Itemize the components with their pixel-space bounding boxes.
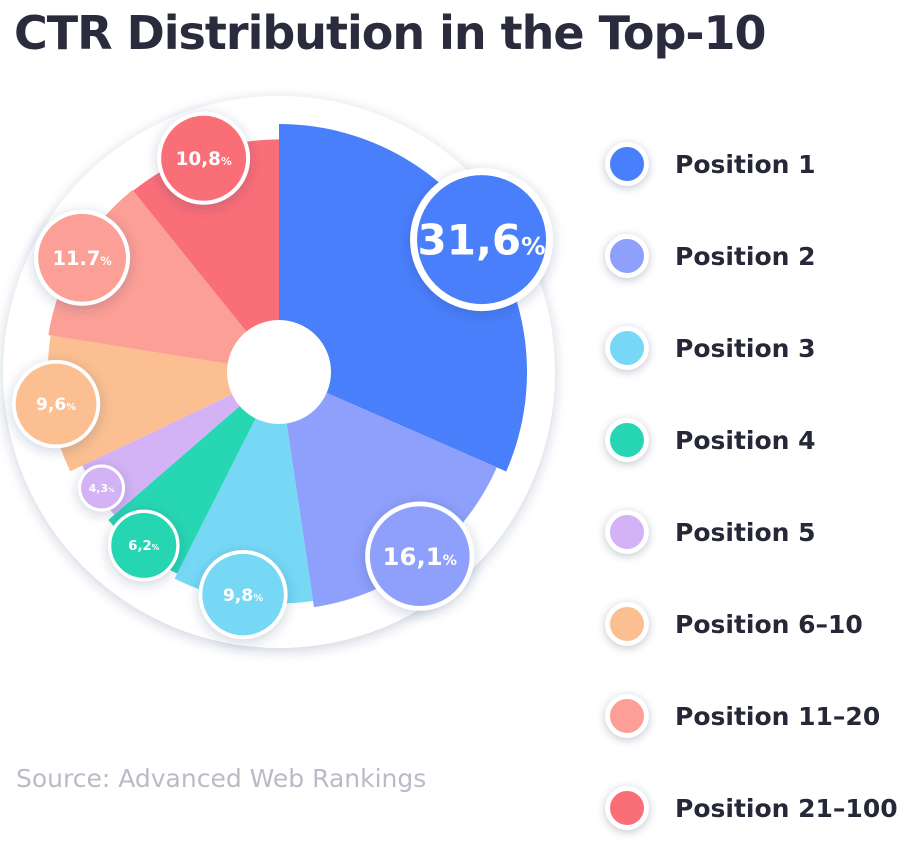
- pie-center-hole: [227, 320, 331, 424]
- legend-label: Position 2: [675, 241, 816, 271]
- chart-title: CTR Distribution in the Top-10: [14, 6, 767, 60]
- source-note: Source: Advanced Web Rankings: [16, 764, 427, 793]
- badge-circle: [365, 501, 475, 611]
- value-badge-position-11-20: 11.7%: [34, 209, 131, 306]
- legend-swatch: [605, 326, 649, 370]
- badge-circle: [157, 111, 251, 205]
- value-badge-position-4: 6,2%: [107, 509, 180, 582]
- slice-position-3: [174, 372, 314, 604]
- value-badge-position-3: 9,8%: [198, 550, 288, 640]
- legend-swatch: [605, 142, 649, 186]
- value-label: 4,3%: [89, 482, 116, 495]
- legend-label: Position 1: [675, 149, 816, 179]
- legend-item-position-5: Position 5: [605, 486, 898, 578]
- slice-position-5: [82, 372, 280, 515]
- badge-circle: [410, 168, 554, 312]
- legend-swatch: [605, 510, 649, 554]
- badge-circle: [198, 550, 288, 640]
- badge-circle: [34, 209, 131, 306]
- legend-label: Position 3: [675, 333, 816, 363]
- legend-swatch: [605, 786, 649, 830]
- legend-item-position-6-10: Position 6–10: [605, 578, 898, 670]
- badge-circle: [78, 464, 126, 512]
- value-badges: 31,6% 16,1% 9,8% 6,2% 4,3% 9,6% 11.7% 10,8%: [11, 111, 554, 640]
- legend-label: Position 4: [675, 425, 816, 455]
- badge-circle: [107, 509, 180, 582]
- value-label: 16,1%: [383, 542, 457, 571]
- legend-label: Position 21–100: [675, 793, 898, 823]
- value-label: 6,2%: [128, 539, 159, 554]
- value-label: 9,8%: [223, 586, 263, 606]
- legend-item-position-3: Position 3: [605, 302, 898, 394]
- value-badge-position-1: 31,6%: [410, 168, 554, 312]
- value-badge-position-5: 4,3%: [78, 464, 126, 512]
- legend-item-position-1: Position 1: [605, 118, 898, 210]
- badge-circle: [11, 359, 101, 449]
- legend-item-position-11-20: Position 11–20: [605, 670, 898, 762]
- legend-swatch: [605, 694, 649, 738]
- value-label: 9,6%: [36, 395, 76, 415]
- legend-label: Position 5: [675, 517, 816, 547]
- value-label: 11.7%: [53, 247, 112, 270]
- legend-item-position-21-100: Position 21–100: [605, 762, 898, 854]
- value-label: 10,8%: [176, 149, 232, 170]
- slice-position-6-10: [47, 335, 280, 472]
- value-badge-position-21-100: 10,8%: [157, 111, 251, 205]
- legend-item-position-2: Position 2: [605, 210, 898, 302]
- legend-swatch: [605, 234, 649, 278]
- legend-swatch: [605, 418, 649, 462]
- legend-item-position-4: Position 4: [605, 394, 898, 486]
- value-label: 31,6%: [418, 216, 546, 265]
- legend-label: Position 6–10: [675, 609, 863, 639]
- pie-chart: 31,6% 16,1% 9,8% 6,2% 4,3% 9,6% 11.7% 10,8%: [3, 96, 555, 648]
- legend-label: Position 11–20: [675, 701, 881, 731]
- slice-position-2: [279, 372, 497, 608]
- slice-position-21-100: [133, 139, 279, 372]
- legend-swatch: [605, 602, 649, 646]
- value-badge-position-2: 16,1%: [365, 501, 475, 611]
- value-badge-position-6-10: 9,6%: [11, 359, 101, 449]
- legend: Position 1 Position 2 Position 3 Position 4…: [605, 118, 898, 854]
